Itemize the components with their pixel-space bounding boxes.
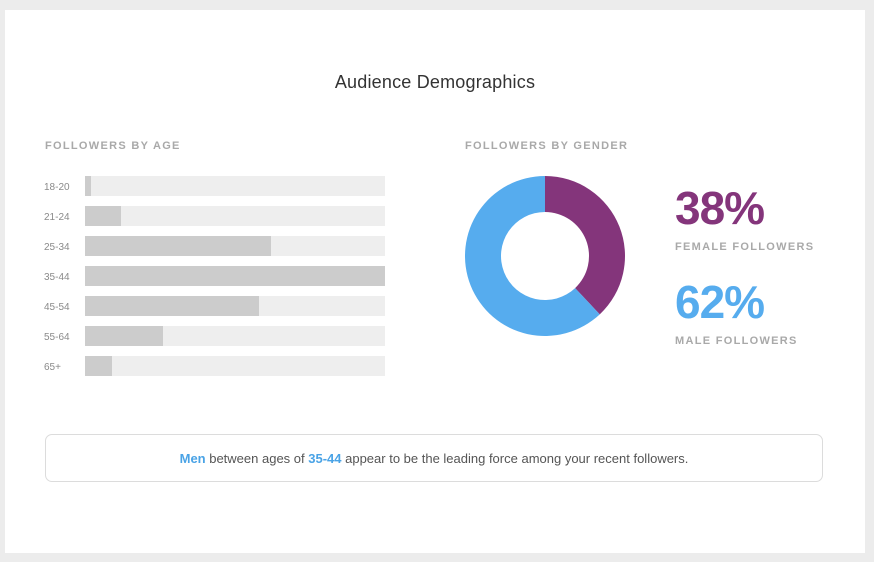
age-tick-label: 18-20 [44, 182, 70, 193]
male-slice [464, 176, 600, 336]
age-tick-label: 65+ [44, 362, 61, 373]
age-bar [85, 356, 112, 376]
female-slice [545, 176, 625, 315]
age-tick-label: 21-24 [44, 212, 70, 223]
age-bar [85, 176, 91, 196]
gender-donut-chart [464, 176, 625, 336]
age-bar [85, 236, 271, 256]
insight-age-highlight: 35-44 [308, 450, 342, 466]
age-bar [85, 266, 385, 286]
age-bar [85, 326, 163, 346]
demographics-card: Audience Demographics FOLLOWERS BY AGE F… [5, 10, 865, 553]
insight-gender-highlight: Men [179, 450, 206, 466]
insight-text: between ages of [205, 450, 309, 466]
male-label: MALE FOLLOWERS [675, 335, 798, 347]
male-percentage: 62% [675, 276, 765, 328]
female-label: FEMALE FOLLOWERS [675, 241, 815, 253]
age-bar-chart: 18-20 21-24 25-34 35-44 45-54 55-64 65+ [44, 176, 385, 376]
age-tick-label: 55-64 [44, 332, 70, 343]
age-section-label: FOLLOWERS BY AGE [45, 140, 181, 152]
age-bar [85, 296, 259, 316]
age-tick-label: 25-34 [44, 242, 70, 253]
insight-banner: Men between ages of 35-44 appear to be t… [45, 434, 823, 482]
page-title: Audience Demographics [334, 72, 536, 92]
gender-section-label: FOLLOWERS BY GENDER [465, 140, 629, 152]
age-bar-track [85, 176, 385, 196]
female-percentage: 38% [675, 182, 765, 234]
age-bar-track [85, 356, 385, 376]
age-tick-label: 35-44 [44, 272, 70, 283]
age-bar [85, 206, 121, 226]
age-bar-track [85, 206, 385, 226]
insight-text-end: appear to be the leading force among you… [341, 450, 689, 466]
age-tick-label: 45-54 [44, 302, 70, 313]
